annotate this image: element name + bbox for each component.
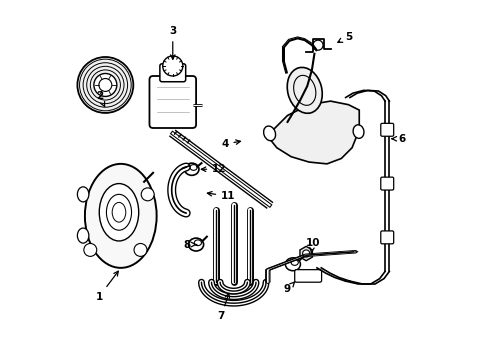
Ellipse shape [293, 75, 315, 105]
Circle shape [83, 243, 97, 256]
Ellipse shape [194, 240, 201, 246]
Text: 11: 11 [207, 191, 235, 201]
Text: 4: 4 [221, 139, 240, 149]
Ellipse shape [290, 260, 298, 265]
Text: 12: 12 [201, 164, 226, 174]
FancyBboxPatch shape [380, 231, 393, 244]
Text: 3: 3 [169, 26, 176, 59]
Text: 7: 7 [217, 293, 229, 321]
Circle shape [302, 250, 309, 257]
Circle shape [134, 243, 147, 256]
Circle shape [94, 73, 117, 96]
Ellipse shape [190, 165, 197, 170]
Ellipse shape [286, 67, 322, 113]
Circle shape [163, 56, 183, 76]
FancyBboxPatch shape [380, 123, 393, 136]
FancyBboxPatch shape [380, 177, 393, 190]
Ellipse shape [188, 238, 203, 251]
Polygon shape [269, 101, 359, 164]
Ellipse shape [112, 202, 125, 222]
Circle shape [77, 57, 133, 113]
Ellipse shape [85, 164, 156, 268]
Ellipse shape [77, 187, 89, 202]
Text: 10: 10 [305, 238, 319, 253]
FancyBboxPatch shape [294, 270, 321, 282]
Circle shape [141, 188, 154, 201]
Ellipse shape [184, 163, 199, 175]
Ellipse shape [106, 194, 131, 230]
Polygon shape [299, 246, 312, 261]
Text: 1: 1 [96, 271, 118, 302]
Ellipse shape [77, 228, 89, 243]
FancyBboxPatch shape [149, 76, 196, 128]
Text: 2: 2 [96, 91, 104, 107]
Ellipse shape [99, 184, 139, 241]
Circle shape [99, 78, 112, 91]
Ellipse shape [263, 126, 275, 141]
Text: 9: 9 [284, 282, 294, 294]
Text: 5: 5 [337, 32, 351, 42]
Circle shape [312, 40, 323, 50]
FancyBboxPatch shape [160, 64, 185, 82]
Text: 8: 8 [183, 239, 196, 249]
Ellipse shape [285, 258, 300, 271]
Ellipse shape [352, 125, 363, 138]
Text: 6: 6 [391, 134, 405, 144]
